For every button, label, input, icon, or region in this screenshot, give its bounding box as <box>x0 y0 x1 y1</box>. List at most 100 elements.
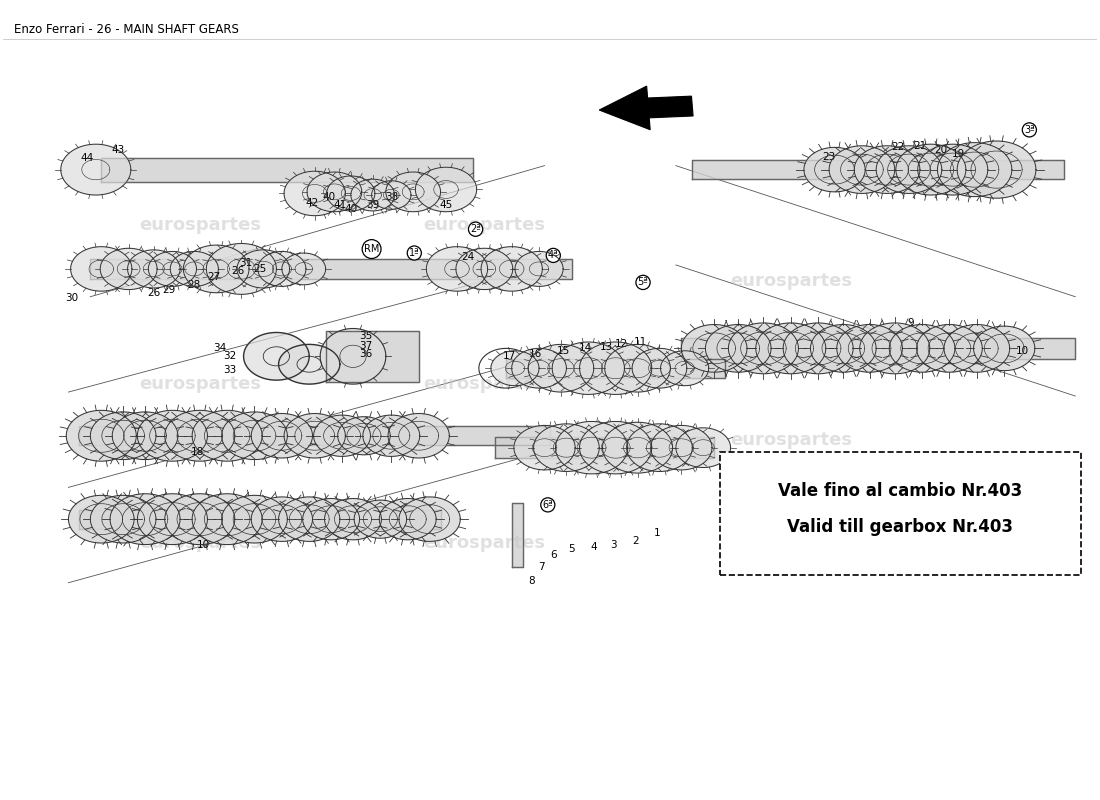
Text: 26: 26 <box>147 288 161 298</box>
Polygon shape <box>138 494 208 545</box>
Text: 39: 39 <box>806 482 820 492</box>
Text: 25: 25 <box>253 264 266 274</box>
Polygon shape <box>379 498 437 540</box>
Polygon shape <box>876 146 942 194</box>
Polygon shape <box>363 415 420 457</box>
Polygon shape <box>320 329 386 384</box>
Polygon shape <box>895 144 966 195</box>
Polygon shape <box>512 503 522 567</box>
Text: 39: 39 <box>366 200 379 210</box>
Polygon shape <box>495 438 714 458</box>
Text: 1: 1 <box>653 529 661 538</box>
Polygon shape <box>110 494 180 545</box>
Text: 40: 40 <box>895 473 909 483</box>
Polygon shape <box>79 426 550 446</box>
Text: 42: 42 <box>306 198 319 208</box>
Text: 15: 15 <box>557 346 570 356</box>
Polygon shape <box>944 325 1010 372</box>
Polygon shape <box>60 144 131 195</box>
Polygon shape <box>651 426 712 470</box>
Polygon shape <box>148 251 197 286</box>
Text: 10: 10 <box>197 539 210 550</box>
Text: 13: 13 <box>601 342 614 352</box>
Text: 41: 41 <box>333 200 346 210</box>
Text: 6: 6 <box>550 550 557 560</box>
Text: 16: 16 <box>529 349 542 359</box>
Text: 36: 36 <box>360 349 373 359</box>
Text: 43: 43 <box>111 145 124 154</box>
Text: 41: 41 <box>852 476 866 486</box>
Polygon shape <box>796 467 851 507</box>
Polygon shape <box>534 424 600 471</box>
Polygon shape <box>705 325 771 372</box>
Polygon shape <box>883 467 938 507</box>
Text: 9: 9 <box>908 318 914 328</box>
Text: 41: 41 <box>939 466 953 477</box>
Polygon shape <box>736 471 780 503</box>
Text: 34: 34 <box>213 343 227 354</box>
Text: 45: 45 <box>439 200 453 210</box>
Text: eurospartes: eurospartes <box>424 216 546 234</box>
Polygon shape <box>101 158 473 182</box>
Text: eurospartes: eurospartes <box>424 375 546 393</box>
Polygon shape <box>222 412 287 459</box>
Polygon shape <box>556 422 628 474</box>
Polygon shape <box>243 333 309 380</box>
Text: Enzo Ferrari - 26 - MAIN SHAFT GEARS: Enzo Ferrari - 26 - MAIN SHAFT GEARS <box>13 22 239 36</box>
Text: 40: 40 <box>830 480 844 490</box>
Polygon shape <box>284 171 345 216</box>
Polygon shape <box>138 410 208 461</box>
Text: 3: 3 <box>610 539 617 550</box>
Polygon shape <box>257 251 306 286</box>
Polygon shape <box>829 146 894 194</box>
Polygon shape <box>528 344 594 392</box>
Polygon shape <box>506 358 725 378</box>
Polygon shape <box>338 417 390 455</box>
Text: 24: 24 <box>461 252 474 262</box>
Text: 33: 33 <box>222 365 236 375</box>
Text: 1ª: 1ª <box>409 248 419 258</box>
Polygon shape <box>386 172 441 212</box>
Polygon shape <box>455 248 513 290</box>
Polygon shape <box>351 179 395 211</box>
Text: 31: 31 <box>239 258 252 268</box>
Text: 23: 23 <box>823 152 836 162</box>
Polygon shape <box>327 176 375 211</box>
Polygon shape <box>756 323 826 374</box>
Polygon shape <box>681 325 747 372</box>
Polygon shape <box>79 510 441 529</box>
Text: eurospartes: eurospartes <box>139 534 261 552</box>
Polygon shape <box>776 468 828 506</box>
Text: 6ª: 6ª <box>542 500 553 510</box>
Text: 26: 26 <box>231 266 244 276</box>
Polygon shape <box>905 467 960 507</box>
Polygon shape <box>580 342 652 394</box>
Polygon shape <box>100 248 157 290</box>
Polygon shape <box>820 468 872 506</box>
Polygon shape <box>842 468 893 506</box>
Polygon shape <box>302 498 360 540</box>
Polygon shape <box>917 144 988 195</box>
Text: 44: 44 <box>80 153 94 162</box>
Polygon shape <box>811 325 876 372</box>
Text: 18: 18 <box>191 446 205 457</box>
Polygon shape <box>90 258 572 279</box>
Text: 38: 38 <box>385 193 398 202</box>
Text: 11: 11 <box>635 337 648 347</box>
Polygon shape <box>192 494 262 545</box>
Polygon shape <box>165 410 234 461</box>
Polygon shape <box>937 142 1012 197</box>
Polygon shape <box>399 497 460 542</box>
Polygon shape <box>90 412 156 459</box>
Polygon shape <box>860 323 930 374</box>
Text: 39: 39 <box>874 474 888 485</box>
Polygon shape <box>170 251 219 286</box>
Text: eurospartes: eurospartes <box>424 534 546 552</box>
Polygon shape <box>354 500 407 538</box>
Polygon shape <box>324 498 382 540</box>
Polygon shape <box>512 348 566 388</box>
Polygon shape <box>128 250 180 288</box>
Polygon shape <box>284 414 345 458</box>
Polygon shape <box>889 325 955 372</box>
Polygon shape <box>862 467 916 507</box>
